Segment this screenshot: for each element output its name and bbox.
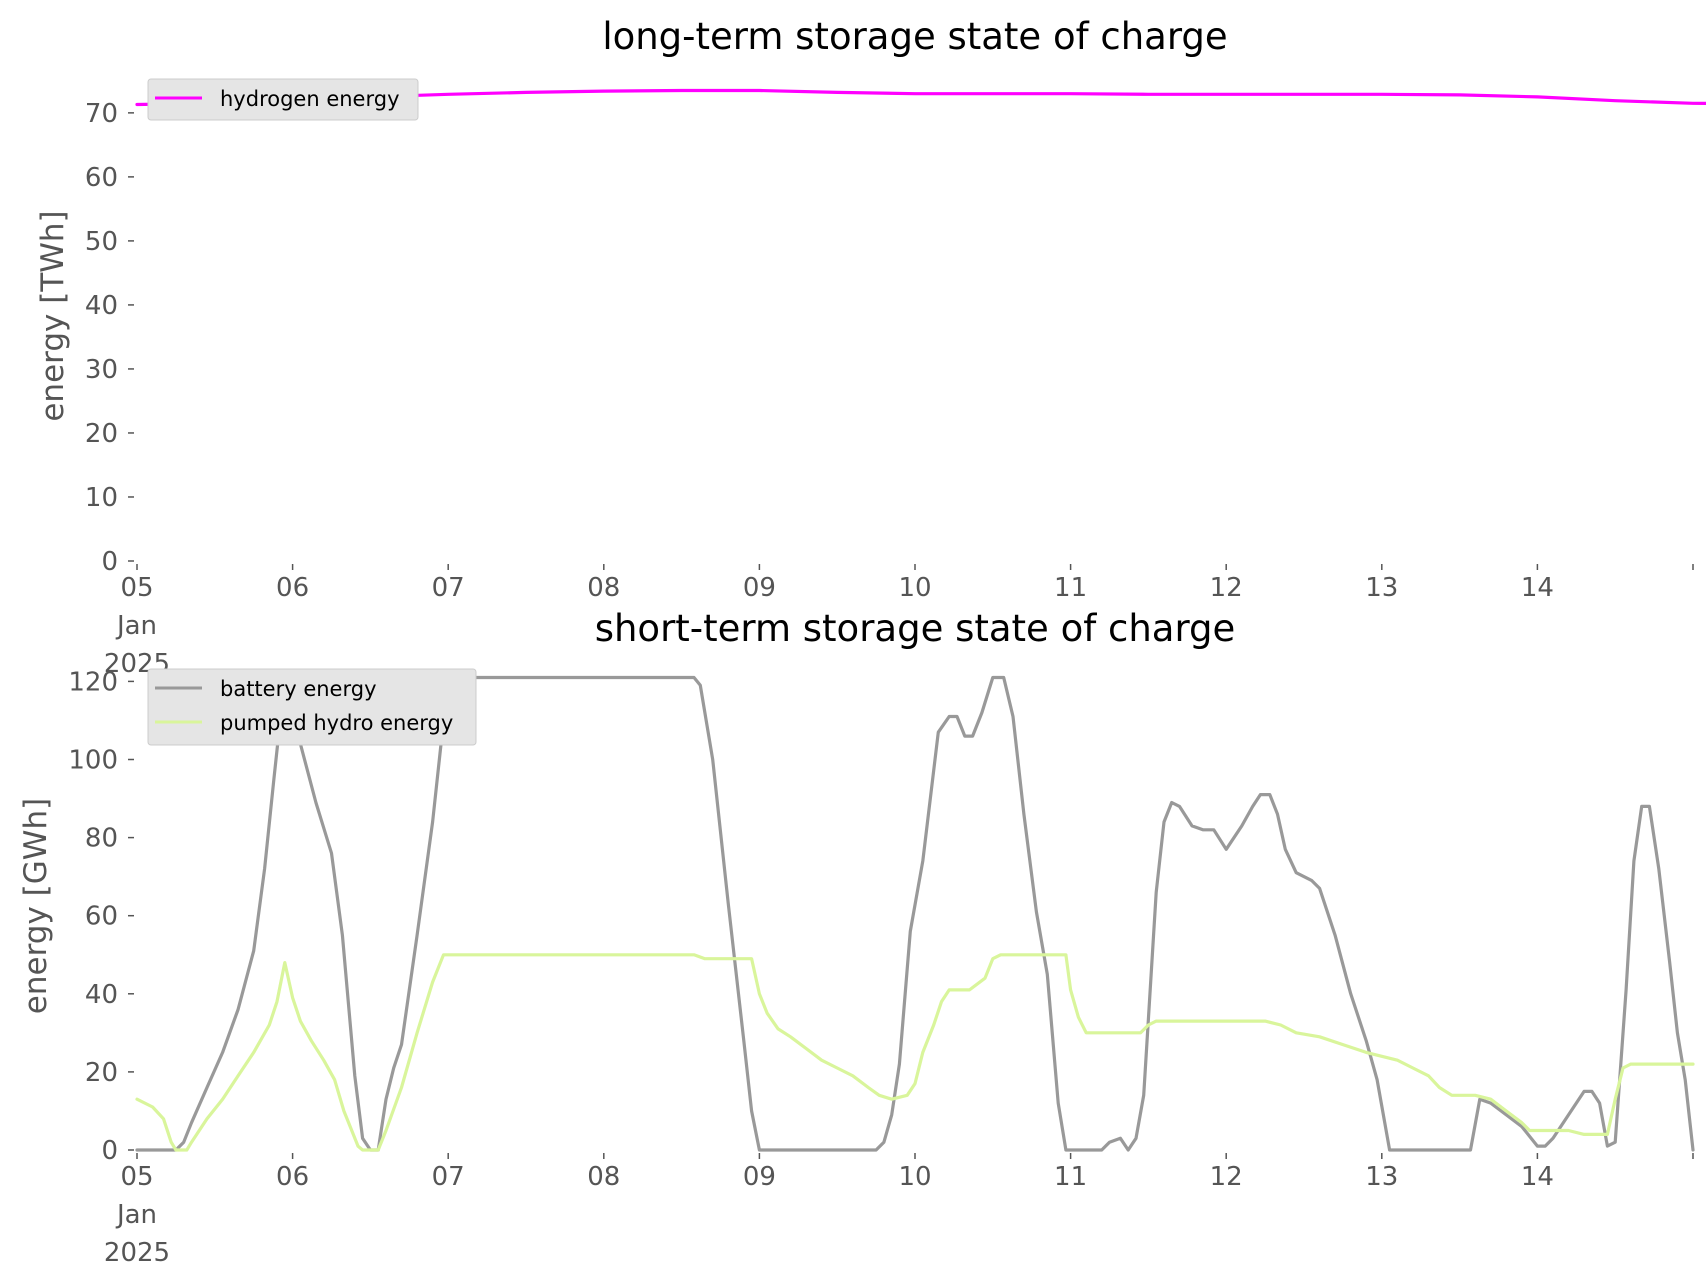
x-tick-label: 14 xyxy=(1521,573,1554,603)
x-tick-label: 13 xyxy=(1365,1162,1398,1192)
y-tick-label: 0 xyxy=(101,547,118,577)
legend-battery-label: battery energy xyxy=(220,677,377,701)
x-tick-label: 08 xyxy=(587,1162,620,1192)
x-tick-label: 12 xyxy=(1210,1162,1243,1192)
y-tick-label: 80 xyxy=(85,824,118,854)
long-term-y-ticks: 0 10 20 30 40 50 60 70 xyxy=(85,99,134,577)
y-tick-label: 120 xyxy=(68,667,118,697)
short-term-y-ticks: 0 20 40 60 80 100 120 xyxy=(68,667,134,1166)
long-term-chart: long-term storage state of charge energy… xyxy=(35,15,1706,679)
legend-hydrogen-label: hydrogen energy xyxy=(220,87,400,111)
x-tick-label: 10 xyxy=(898,573,931,603)
x-tick-label: 05 Jan 2025 xyxy=(104,573,170,679)
x-tick-label: 07 xyxy=(432,573,465,603)
long-term-chart-title: long-term storage state of charge xyxy=(602,15,1227,58)
x-tick-label: 08 xyxy=(587,573,620,603)
long-term-legend: hydrogen energy xyxy=(147,78,419,121)
series-line xyxy=(135,953,1695,1152)
y-tick-label: 100 xyxy=(68,746,118,776)
y-tick-label: 40 xyxy=(85,980,118,1010)
short-term-chart-title: short-term storage state of charge xyxy=(595,607,1236,650)
x-tick-label: 13 xyxy=(1365,573,1398,603)
x-tick-label: 07 xyxy=(432,1162,465,1192)
short-term-chart: short-term storage state of charge energ… xyxy=(18,607,1695,1268)
x-tick-label: 06 xyxy=(276,573,309,603)
y-tick-label: 20 xyxy=(85,419,118,449)
y-tick-label: 70 xyxy=(85,99,118,129)
x-tick-label: 09 xyxy=(743,573,776,603)
x-tick-label: 12 xyxy=(1210,573,1243,603)
y-tick-label: 30 xyxy=(85,355,118,385)
short-term-legend: battery energy pumped hydro energy xyxy=(147,668,477,746)
y-tick-label: 0 xyxy=(101,1136,118,1166)
legend-pumped-hydro-label: pumped hydro energy xyxy=(220,711,453,735)
series-line xyxy=(135,88,1706,107)
y-tick-label: 10 xyxy=(85,483,118,513)
y-tick-label: 20 xyxy=(85,1058,118,1088)
x-tick-label: 06 xyxy=(276,1162,309,1192)
x-tick-label: 09 xyxy=(743,1162,776,1192)
y-tick-label: 50 xyxy=(85,227,118,257)
y-tick-label: 40 xyxy=(85,291,118,321)
x-tick-label: 11 xyxy=(1054,573,1087,603)
long-term-x-ticks: 05 Jan 2025 06 07 08 09 10 11 12 13 14 xyxy=(104,564,1694,679)
long-term-y-axis-label: energy [TWh] xyxy=(35,210,71,421)
short-term-legend-box xyxy=(147,668,477,746)
long-term-legend-box xyxy=(147,78,419,121)
short-term-plot-area xyxy=(135,675,1695,1152)
x-tick-label: 05 Jan 2025 xyxy=(104,1162,170,1268)
long-term-plot-area xyxy=(135,88,1706,107)
x-tick-label: 10 xyxy=(898,1162,931,1192)
short-term-y-axis-label: energy [GWh] xyxy=(18,798,54,1014)
y-tick-label: 60 xyxy=(85,163,118,193)
x-tick-label: 11 xyxy=(1054,1162,1087,1192)
y-tick-label: 60 xyxy=(85,902,118,932)
x-tick-label: 14 xyxy=(1521,1162,1554,1192)
short-term-x-ticks: 05 Jan 2025 06 07 08 09 10 11 12 13 14 xyxy=(104,1153,1694,1268)
